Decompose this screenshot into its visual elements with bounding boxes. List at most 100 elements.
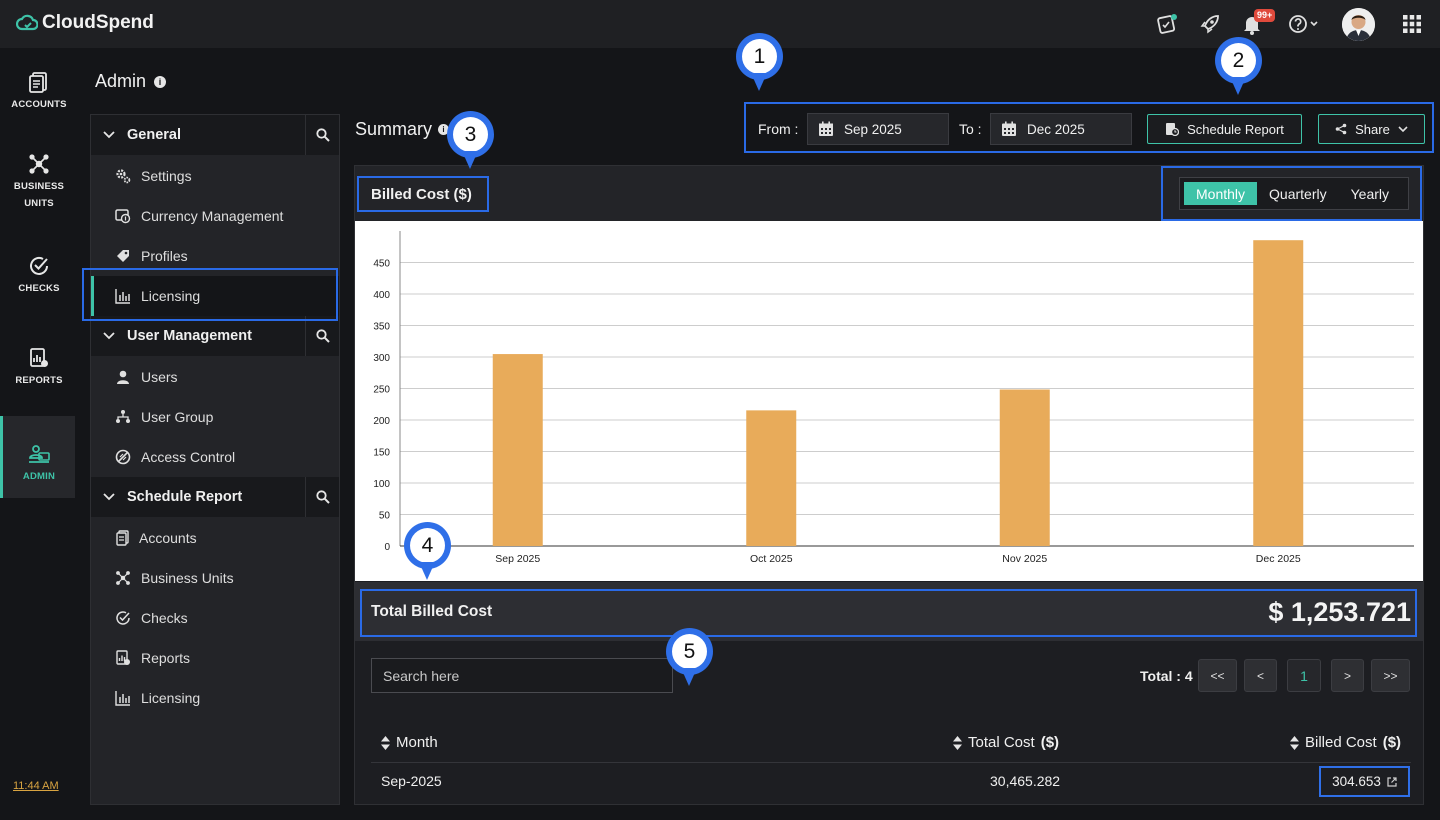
user-group-icon: [115, 409, 131, 425]
checks-icon: [115, 610, 131, 626]
column-header-month[interactable]: Month: [381, 734, 438, 751]
rail-item-admin[interactable]: ADMIN: [0, 416, 75, 498]
user-avatar[interactable]: [1342, 8, 1375, 41]
rail-item-accounts[interactable]: ACCOUNTS: [0, 70, 78, 110]
page-number-button[interactable]: 1: [1287, 659, 1321, 692]
cell-total-cost: 30,465.282: [990, 773, 1061, 789]
y-tick-label: 200: [373, 416, 390, 427]
column-header-billed-cost[interactable]: Billed Cost ($): [1290, 734, 1401, 751]
nav-item-schedule-accounts[interactable]: Accounts: [91, 518, 339, 558]
external-link-icon: [1387, 776, 1397, 787]
info-icon[interactable]: i: [154, 75, 167, 88]
chevron-down-icon: [91, 329, 127, 343]
to-date-picker[interactable]: Dec 2025: [990, 113, 1132, 145]
card-header: Billed Cost ($) Monthly Quarterly Yearly: [355, 166, 1423, 221]
period-yearly-button[interactable]: Yearly: [1350, 185, 1390, 202]
search-icon[interactable]: [305, 115, 339, 155]
top-bar: CloudSpend 99+: [0, 0, 1440, 48]
app-logo[interactable]: CloudSpend: [16, 12, 154, 34]
x-tick-label: Dec 2025: [1256, 553, 1301, 565]
app-name: CloudSpend: [42, 12, 154, 33]
billed-cost-chart: 0 50 100 150 200 250 300 350 400 450 Sep 2025 Oct 2…: [355, 221, 1423, 581]
y-tick-label: 100: [373, 479, 390, 490]
nav-item-access-control[interactable]: Access Control: [91, 437, 339, 477]
search-icon[interactable]: [305, 316, 339, 356]
y-tick-label: 400: [373, 290, 390, 301]
sort-icon: [1290, 735, 1299, 750]
nav-item-user-group[interactable]: User Group: [91, 397, 339, 437]
rail-item-business-units[interactable]: BUSINESS UNITS: [0, 152, 78, 212]
column-header-total-cost[interactable]: Total Cost ($): [953, 734, 1059, 751]
page-title: Admin i: [95, 71, 167, 92]
bar-sep-2025: [492, 354, 543, 546]
gears-icon: [115, 168, 131, 184]
annotation-pin-5: 5: [666, 628, 713, 687]
next-page-button[interactable]: >: [1331, 659, 1364, 692]
bar-nov-2025: [999, 389, 1050, 546]
tags-icon: [115, 248, 131, 264]
apps-grid-icon[interactable]: [1402, 12, 1422, 36]
chevron-down-icon: [1398, 125, 1408, 132]
bar-chart-icon: [115, 690, 131, 706]
help-icon[interactable]: [1288, 12, 1322, 36]
x-tick-label: Sep 2025: [495, 553, 540, 565]
billed-cost-card: Billed Cost ($) Monthly Quarterly Yearly…: [354, 165, 1424, 805]
nav-item-licensing[interactable]: Licensing: [91, 276, 339, 316]
admin-nav-panel: General Settings Currency Management Pro…: [90, 114, 340, 805]
nav-item-currency-management[interactable]: Currency Management: [91, 196, 339, 236]
user-icon: [115, 369, 131, 385]
y-tick-label: 150: [373, 448, 390, 459]
x-tick-label: Oct 2025: [750, 553, 793, 565]
y-tick-label: 250: [373, 385, 390, 396]
sort-icon: [953, 735, 962, 750]
nav-item-settings[interactable]: Settings: [91, 156, 339, 196]
share-button[interactable]: Share: [1318, 114, 1425, 144]
from-date-picker[interactable]: Sep 2025: [807, 113, 949, 145]
business-units-icon: [115, 570, 131, 586]
rail-item-reports[interactable]: REPORTS: [0, 346, 78, 386]
y-tick-label: 0: [384, 542, 390, 553]
bar-dec-2025: [1253, 240, 1304, 546]
admin-icon: [29, 445, 50, 463]
nav-group-user-management[interactable]: User Management: [91, 316, 339, 356]
currency-icon: [115, 208, 131, 224]
chevron-down-icon: [91, 128, 127, 142]
nav-item-profiles[interactable]: Profiles: [91, 236, 339, 276]
info-icon[interactable]: i: [438, 124, 450, 135]
rail-item-checks[interactable]: CHECKS: [0, 254, 78, 294]
nav-item-schedule-reports[interactable]: Reports: [91, 638, 339, 678]
accounts-icon: [115, 530, 131, 546]
nav-group-general[interactable]: General: [91, 115, 339, 155]
period-monthly-button[interactable]: Monthly: [1184, 182, 1258, 205]
nav-item-users[interactable]: Users: [91, 357, 339, 397]
sort-icon: [381, 735, 390, 750]
first-page-button[interactable]: <<: [1198, 659, 1237, 692]
last-page-button[interactable]: >>: [1371, 659, 1410, 692]
nav-group-schedule-report[interactable]: Schedule Report: [91, 477, 339, 517]
billed-cost-link[interactable]: 304.653: [1319, 766, 1410, 797]
search-icon[interactable]: [305, 477, 339, 517]
schedule-report-button[interactable]: Schedule Report: [1147, 114, 1302, 144]
nav-item-schedule-checks[interactable]: Checks: [91, 598, 339, 638]
reports-icon: [30, 348, 48, 367]
nav-item-schedule-business-units[interactable]: Business Units: [91, 558, 339, 598]
cell-month: Sep-2025: [381, 773, 442, 789]
annotation-pin-4: 4: [404, 522, 451, 581]
period-quarterly-button[interactable]: Quarterly: [1269, 185, 1327, 202]
schedule-report-icon: [1166, 123, 1180, 136]
y-tick-label: 50: [379, 511, 391, 522]
bar-oct-2025: [746, 410, 797, 546]
period-toggle: Monthly Quarterly Yearly: [1179, 177, 1409, 210]
y-tick-label: 450: [373, 259, 390, 270]
prev-page-button[interactable]: <: [1244, 659, 1277, 692]
bar-chart: 0 50 100 150 200 250 300 350 400 450 Sep 2025 Oct 2…: [373, 231, 1414, 565]
annotation-pin-3: 3: [447, 111, 494, 170]
checklist-icon[interactable]: [1155, 12, 1179, 36]
business-units-icon: [29, 154, 49, 174]
x-tick-label: Nov 2025: [1002, 553, 1047, 565]
nav-item-schedule-licensing[interactable]: Licensing: [91, 678, 339, 718]
cloud-logo-icon: [16, 14, 38, 31]
table-search-input[interactable]: [371, 658, 673, 693]
accounts-icon: [29, 72, 47, 93]
rocket-icon[interactable]: [1198, 12, 1222, 36]
